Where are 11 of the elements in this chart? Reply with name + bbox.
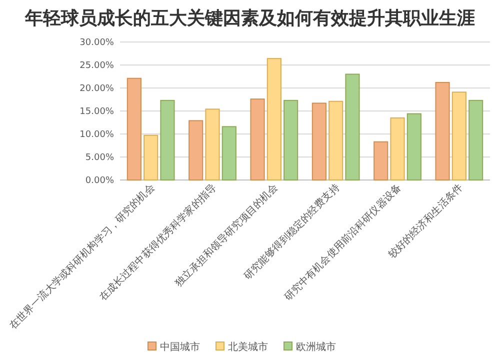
- y-tick-label: 30.00%: [80, 38, 114, 48]
- y-tick-label: 10.00%: [80, 130, 114, 140]
- legend-label: 欧洲城市: [296, 341, 336, 353]
- y-tick-label: 5.00%: [85, 153, 114, 163]
- legend-label: 北美城市: [228, 341, 268, 353]
- y-tick-label: 25.00%: [80, 61, 114, 71]
- legend-label: 中国城市: [160, 341, 200, 353]
- y-tick-label: 15.00%: [80, 107, 114, 117]
- y-tick-label: 20.00%: [80, 84, 114, 94]
- y-tick-label: 0.00%: [85, 176, 114, 186]
- chart-title: 年轻球员成长的五大关键因素及如何有效提升其职业生涯: [24, 8, 475, 29]
